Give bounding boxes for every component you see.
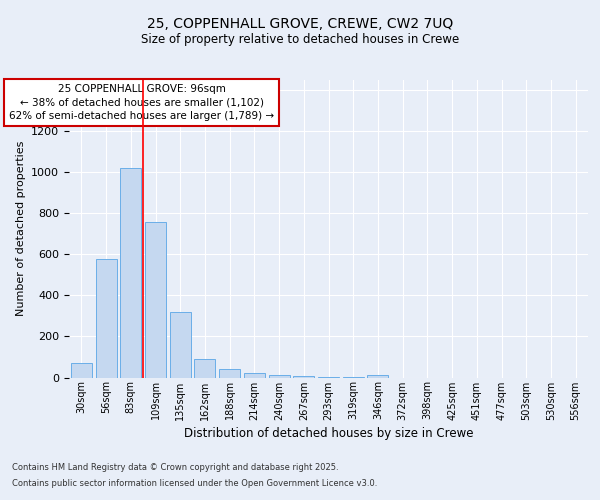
Bar (318, 377, 339, 378)
X-axis label: Distribution of detached houses by size in Crewe: Distribution of detached houses by size … (184, 426, 473, 440)
Text: Size of property relative to detached houses in Crewe: Size of property relative to detached ho… (141, 32, 459, 46)
Text: 25 COPPENHALL GROVE: 96sqm
← 38% of detached houses are smaller (1,102)
62% of s: 25 COPPENHALL GROVE: 96sqm ← 38% of deta… (9, 84, 274, 121)
Bar (145, 222, 166, 378)
Bar (95, 258, 116, 378)
Bar (219, 370, 240, 378)
Text: Contains public sector information licensed under the Open Government Licence v3: Contains public sector information licen… (12, 478, 377, 488)
Text: 25, COPPENHALL GROVE, CREWE, CW2 7UQ: 25, COPPENHALL GROVE, CREWE, CW2 7UQ (147, 18, 453, 32)
Bar (170, 312, 191, 378)
Bar (194, 359, 215, 378)
Bar (244, 374, 265, 378)
Bar (367, 376, 388, 378)
Bar (71, 363, 92, 378)
Bar (120, 168, 141, 378)
Bar (293, 376, 314, 378)
Bar (269, 376, 290, 378)
Text: Contains HM Land Registry data © Crown copyright and database right 2025.: Contains HM Land Registry data © Crown c… (12, 464, 338, 472)
Y-axis label: Number of detached properties: Number of detached properties (16, 141, 26, 316)
